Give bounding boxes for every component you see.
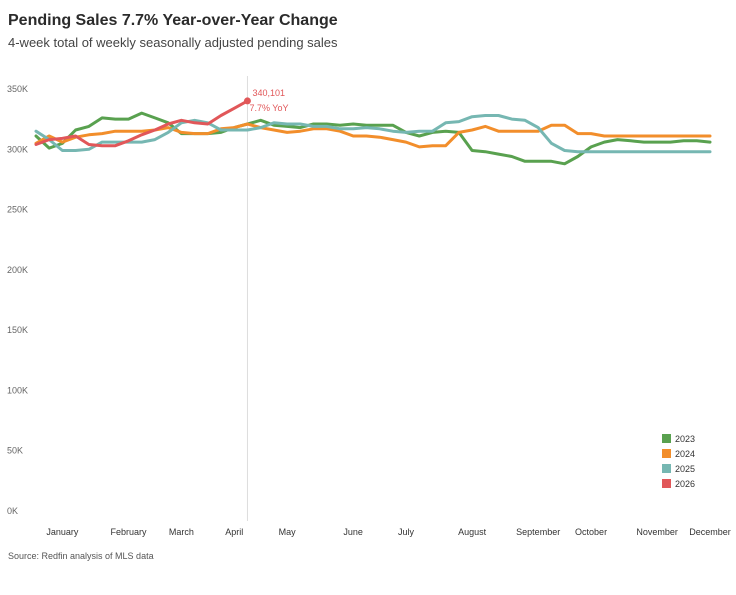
- legend-item-2026[interactable]: 2026: [662, 479, 695, 489]
- legend[interactable]: 2023 2024 2025 2026: [662, 434, 695, 489]
- legend-label: 2024: [675, 449, 695, 459]
- series-line-2026[interactable]: [34, 99, 249, 148]
- series-line-2024[interactable]: [34, 122, 712, 149]
- x-tick-label: November: [636, 527, 678, 537]
- x-tick-label: September: [516, 527, 560, 537]
- source-note: Source: Redfin analysis of MLS data: [8, 551, 154, 561]
- legend-label: 2026: [675, 479, 695, 489]
- series-layer: [34, 97, 712, 166]
- legend-label: 2025: [675, 464, 695, 474]
- y-tick-label: 50K: [7, 446, 23, 456]
- x-tick-label: February: [111, 527, 148, 537]
- x-axis: January February March April May June July Augu…: [46, 527, 730, 537]
- legend-item-2024[interactable]: 2024: [662, 449, 695, 459]
- legend-item-2025[interactable]: 2025: [662, 464, 695, 474]
- x-tick-label: January: [46, 527, 79, 537]
- legend-item-2023[interactable]: 2023: [662, 434, 695, 444]
- y-tick-label: 100K: [7, 385, 28, 395]
- y-axis: 0K 50K 100K 150K 200K 250K 300K 350K: [7, 84, 28, 516]
- annotation-value-label: 340,101: [252, 88, 285, 98]
- y-tick-label: 250K: [7, 205, 28, 215]
- series-line-2023[interactable]: [34, 111, 712, 166]
- x-tick-label: June: [343, 527, 363, 537]
- legend-swatch: [662, 434, 671, 443]
- y-tick-label: 150K: [7, 325, 28, 335]
- y-tick-label: 300K: [7, 144, 28, 154]
- x-tick-label: April: [225, 527, 243, 537]
- annotation-layer: 340,101 7.7% YoY: [249, 88, 288, 113]
- y-tick-label: 0K: [7, 506, 18, 516]
- page-title: Pending Sales 7.7% Year-over-Year Change: [8, 12, 338, 29]
- series-line-2025[interactable]: [34, 114, 712, 154]
- page-subtitle: 4-week total of weekly seasonally adjust…: [8, 35, 338, 50]
- legend-swatch: [662, 449, 671, 458]
- x-tick-label: August: [458, 527, 487, 537]
- legend-label: 2023: [675, 434, 695, 444]
- legend-swatch: [662, 479, 671, 488]
- x-tick-label: March: [169, 527, 194, 537]
- legend-swatch: [662, 464, 671, 473]
- x-tick-label: July: [398, 527, 415, 537]
- x-tick-label: May: [279, 527, 297, 537]
- y-tick-label: 200K: [7, 265, 28, 275]
- annotation-yoy-label: 7.7% YoY: [249, 103, 288, 113]
- x-tick-label: October: [575, 527, 607, 537]
- y-tick-label: 350K: [7, 84, 28, 94]
- series-endpoint-2026[interactable]: [243, 97, 251, 105]
- x-tick-label: December: [689, 527, 731, 537]
